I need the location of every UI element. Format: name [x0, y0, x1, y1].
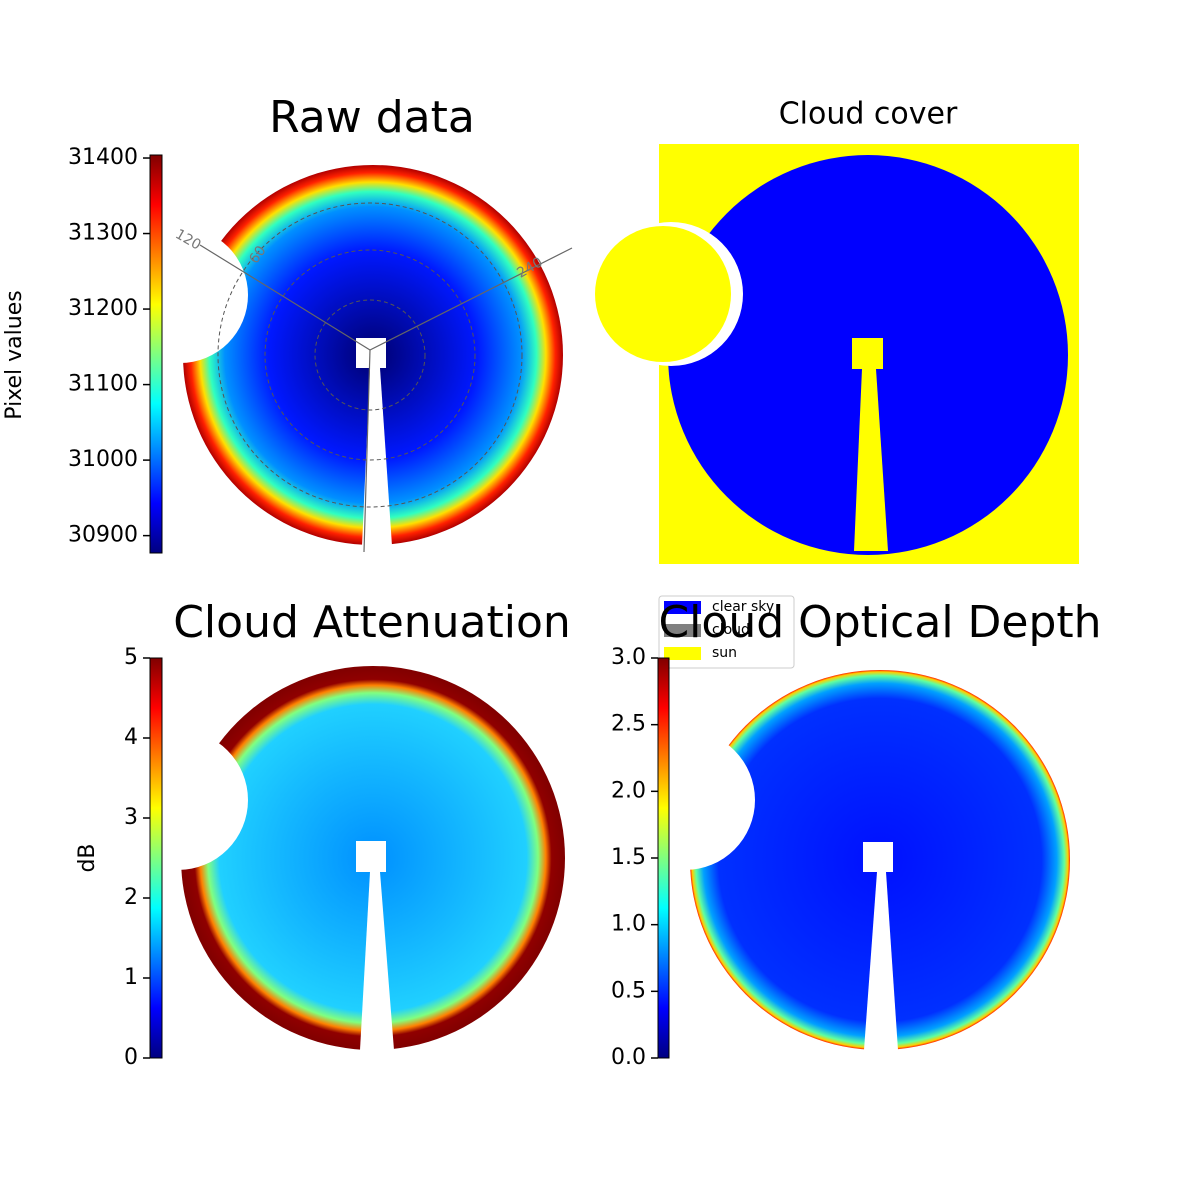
- colorbar: [149, 154, 163, 554]
- legend-patch: [664, 624, 701, 637]
- colorbar: [149, 657, 163, 1059]
- optical-depth-image: [615, 670, 1070, 1050]
- legend-label: clear sky: [712, 599, 774, 615]
- colorbar-tick-label: 2.0: [611, 778, 646, 803]
- colorbar-tick-label: 31400: [68, 145, 138, 170]
- colorbar-tick-label: 1.0: [611, 912, 646, 937]
- panel-title: Raw data: [269, 92, 475, 143]
- colorbar-tick-label: 0: [124, 1045, 138, 1070]
- colorbar: [657, 657, 670, 1059]
- colorbar-tick-label: 0.0: [611, 1045, 646, 1070]
- panel-title: Cloud Optical Depth: [658, 597, 1101, 648]
- colorbar-label: Pixel values: [2, 290, 27, 419]
- panel-title: Cloud Attenuation: [173, 597, 571, 648]
- colorbar-label: dB: [75, 843, 100, 872]
- colorbar-tick-label: 31100: [68, 372, 138, 397]
- colorbar-tick-label: 1: [124, 965, 138, 990]
- colorbar-tick-label: 31000: [68, 447, 138, 472]
- colorbar-tick-label: 3: [124, 805, 138, 830]
- colorbar-tick-label: 2.5: [611, 712, 646, 737]
- colorbar-tick-label: 1.5: [611, 845, 646, 870]
- colorbar-tick-label: 30900: [68, 523, 138, 548]
- colorbar-tick-label: 2: [124, 885, 138, 910]
- colorbar-tick-label: 0.5: [611, 978, 646, 1003]
- mast: [854, 369, 888, 551]
- colorbar-tick-label: 31300: [68, 221, 138, 246]
- legend-patch: [664, 601, 701, 614]
- colorbar-tick-label: 4: [124, 725, 138, 750]
- colorbar-tick-label: 3.0: [611, 645, 646, 670]
- raw-image: [112, 165, 573, 553]
- colorbar-tick-label: 5: [124, 645, 138, 670]
- disc-bite: [595, 226, 731, 362]
- attenuation-image: [108, 666, 565, 1050]
- legend-label: cloud: [712, 622, 750, 638]
- mast: [852, 338, 883, 369]
- legend-label: sun: [712, 645, 737, 661]
- panel-title: Cloud cover: [779, 97, 958, 132]
- colorbar-tick-label: 31200: [68, 296, 138, 321]
- legend-patch: [664, 647, 701, 660]
